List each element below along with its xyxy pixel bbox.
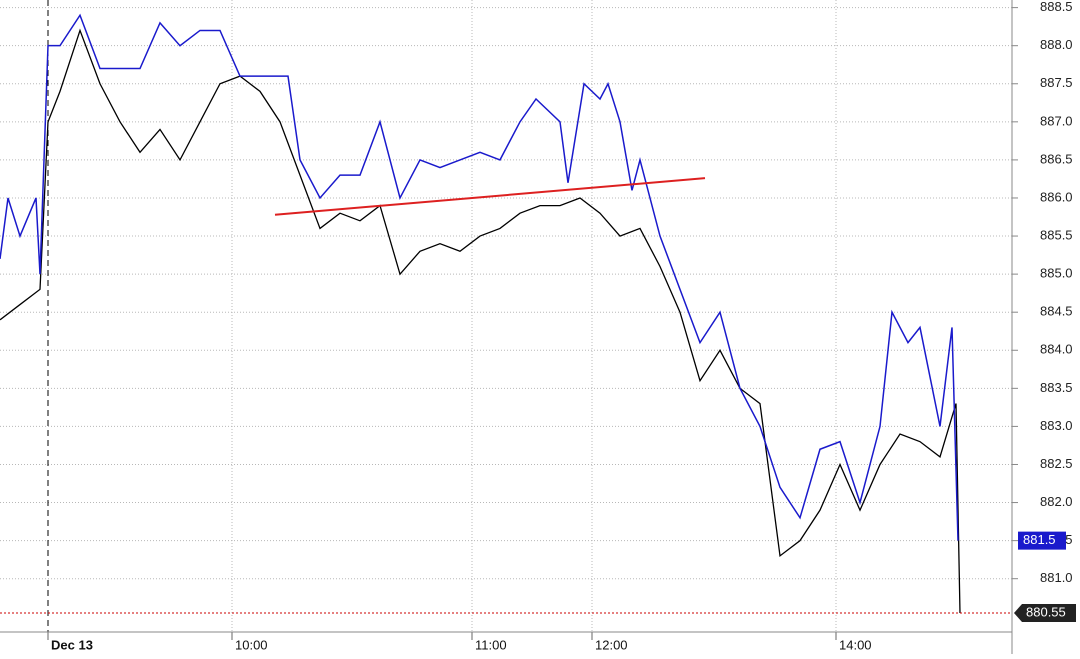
series-line bbox=[0, 13, 959, 541]
y-tick-label: 882.0 bbox=[1040, 494, 1073, 509]
trendline bbox=[274, 177, 706, 216]
x-tick-label: 12:00 bbox=[595, 637, 628, 652]
x-tick-label: 10:00 bbox=[235, 637, 268, 652]
y-tick-label: 882.5 bbox=[1040, 456, 1073, 471]
y-tick-label: 886.0 bbox=[1040, 189, 1073, 204]
price-marker bbox=[1018, 531, 1066, 550]
y-tick-label: 885.0 bbox=[1040, 266, 1073, 281]
y-tick-label: 885.5 bbox=[1040, 227, 1073, 242]
x-tick-label: 14:00 bbox=[839, 637, 872, 652]
y-tick-label: 884.5 bbox=[1040, 304, 1073, 319]
price-marker-label: 880.55 bbox=[1026, 604, 1066, 619]
x-tick-label: Dec 13 bbox=[51, 637, 93, 652]
y-tick-label: 883.5 bbox=[1040, 380, 1073, 395]
y-tick-label: 887.0 bbox=[1040, 113, 1073, 128]
y-tick-label: 883.0 bbox=[1040, 418, 1073, 433]
price-marker-label: 881.5 bbox=[1023, 532, 1056, 547]
y-tick-label: 887.5 bbox=[1040, 75, 1073, 90]
y-tick-label: 888.5 bbox=[1040, 0, 1073, 14]
price-marker bbox=[1014, 603, 1076, 622]
y-tick-label: 886.5 bbox=[1040, 151, 1073, 166]
x-tick-label: 11:00 bbox=[475, 637, 507, 652]
y-tick-label: 888.0 bbox=[1040, 37, 1073, 52]
y-tick-label: 881.0 bbox=[1040, 570, 1073, 585]
series-line bbox=[0, 28, 961, 613]
y-tick-label: 884.0 bbox=[1040, 342, 1073, 357]
